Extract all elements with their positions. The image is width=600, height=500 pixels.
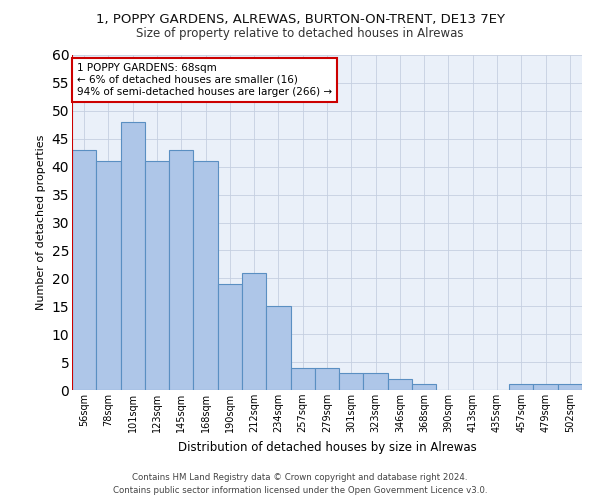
Bar <box>558 384 582 390</box>
Bar <box>96 161 121 390</box>
Text: 1 POPPY GARDENS: 68sqm
← 6% of detached houses are smaller (16)
94% of semi-deta: 1 POPPY GARDENS: 68sqm ← 6% of detached … <box>77 64 332 96</box>
Bar <box>315 368 339 390</box>
X-axis label: Distribution of detached houses by size in Alrewas: Distribution of detached houses by size … <box>178 440 476 454</box>
Bar <box>533 384 558 390</box>
Bar <box>193 161 218 390</box>
Bar <box>266 306 290 390</box>
Text: Size of property relative to detached houses in Alrewas: Size of property relative to detached ho… <box>136 28 464 40</box>
Bar <box>339 373 364 390</box>
Text: 1, POPPY GARDENS, ALREWAS, BURTON-ON-TRENT, DE13 7EY: 1, POPPY GARDENS, ALREWAS, BURTON-ON-TRE… <box>95 12 505 26</box>
Bar <box>290 368 315 390</box>
Y-axis label: Number of detached properties: Number of detached properties <box>36 135 46 310</box>
Bar <box>169 150 193 390</box>
Bar <box>242 273 266 390</box>
Bar <box>145 161 169 390</box>
Bar <box>121 122 145 390</box>
Bar <box>218 284 242 390</box>
Bar <box>509 384 533 390</box>
Bar <box>388 379 412 390</box>
Bar <box>364 373 388 390</box>
Bar <box>72 150 96 390</box>
Bar <box>412 384 436 390</box>
Text: Contains HM Land Registry data © Crown copyright and database right 2024.
Contai: Contains HM Land Registry data © Crown c… <box>113 474 487 495</box>
